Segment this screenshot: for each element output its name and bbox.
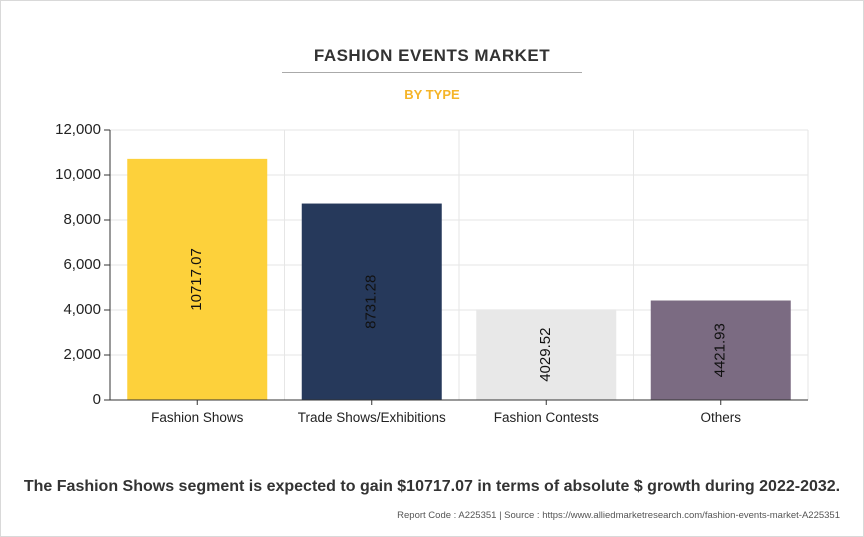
y-tick-label: 2,000: [63, 346, 101, 363]
title-divider: [282, 72, 582, 73]
bar-fashion-shows: [127, 158, 268, 400]
bar-fashion-contests: [476, 309, 617, 400]
chart-subtitle: BY TYPE: [404, 87, 460, 102]
x-tick-label: Trade Shows/Exhibitions: [298, 410, 446, 425]
x-tick-label: Others: [700, 410, 741, 425]
bar-others: [650, 300, 791, 400]
y-tick-label: 4,000: [63, 301, 101, 318]
y-tick-label: 10,000: [55, 166, 101, 183]
chart-footnote: The Fashion Shows segment is expected to…: [23, 478, 841, 495]
bar-trade-shows-exhibitions: [301, 203, 442, 400]
y-tick-label: 8,000: [63, 211, 101, 228]
y-tick-label: 6,000: [63, 256, 101, 273]
y-tick-label: 12,000: [55, 121, 101, 138]
data-label: 10717.07: [188, 248, 205, 311]
x-tick-label: Fashion Contests: [494, 410, 599, 425]
source-note: Report Code : A225351 | Source : https:/…: [397, 510, 840, 521]
x-tick-label: Fashion Shows: [151, 410, 244, 425]
data-label: 4029.52: [537, 328, 554, 382]
chart-title: FASHION EVENTS MARKET: [313, 46, 551, 65]
data-label: 8731.28: [363, 275, 380, 329]
data-label: 4421.93: [712, 323, 729, 377]
y-tick-label: 0: [93, 391, 101, 408]
